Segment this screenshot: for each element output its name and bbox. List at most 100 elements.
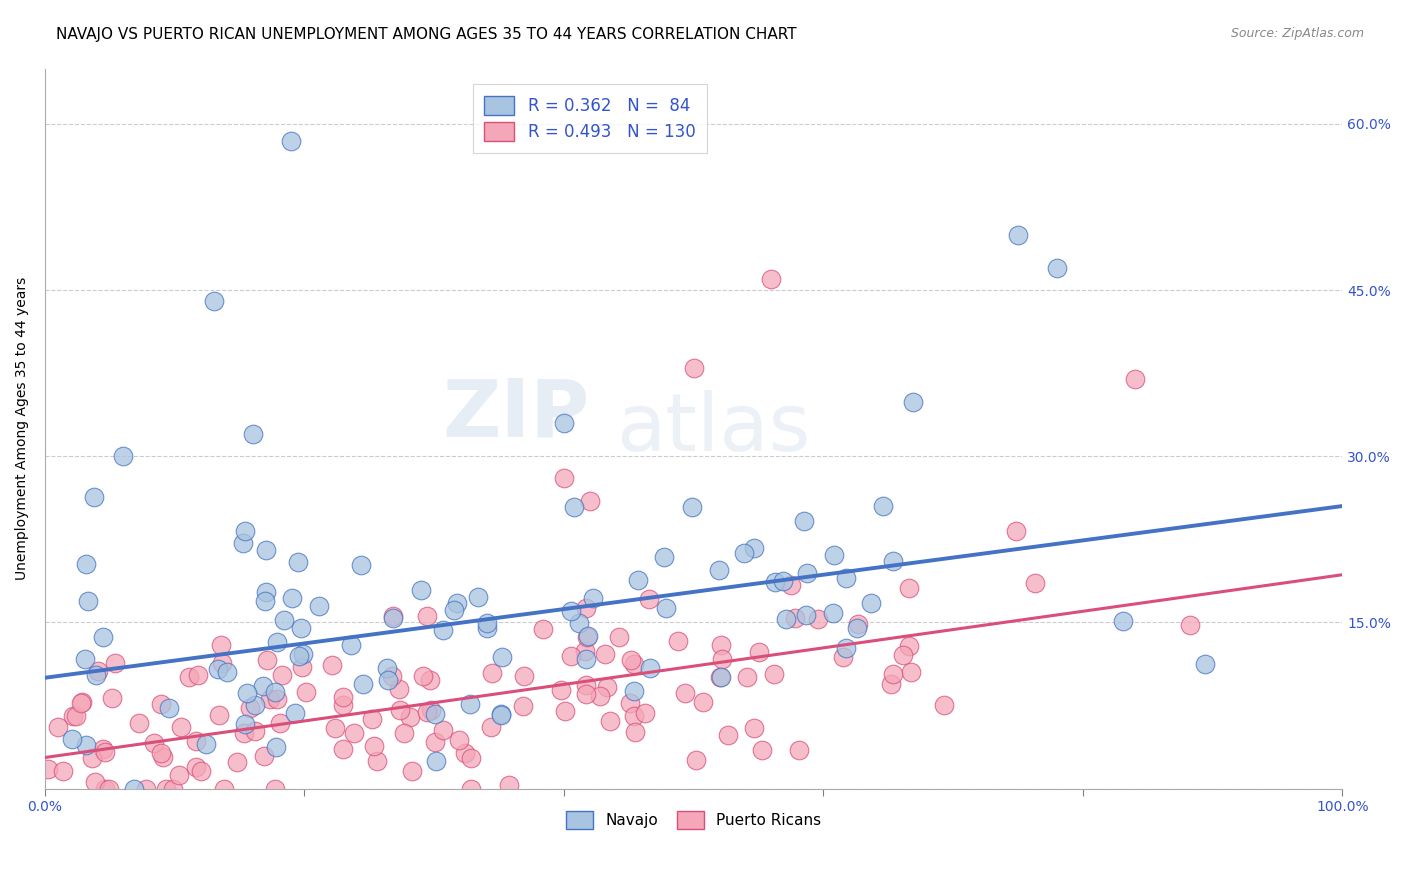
Point xyxy=(735,670,758,684)
Point xyxy=(562,500,585,514)
Point xyxy=(73,652,96,666)
Point xyxy=(375,661,398,675)
Point xyxy=(236,686,259,700)
Point xyxy=(846,621,869,635)
Point xyxy=(415,705,437,719)
Point xyxy=(425,735,447,749)
Point xyxy=(560,649,582,664)
Point xyxy=(284,706,307,720)
Point xyxy=(498,778,520,792)
Y-axis label: Unemployment Among Ages 35 to 44 years: Unemployment Among Ages 35 to 44 years xyxy=(15,277,30,580)
Point xyxy=(900,665,922,680)
Text: ZIP: ZIP xyxy=(443,376,591,453)
Point xyxy=(281,591,304,605)
Point xyxy=(366,754,388,768)
Point xyxy=(531,622,554,636)
Point xyxy=(169,767,191,781)
Point xyxy=(425,754,447,768)
Point xyxy=(332,698,354,712)
Point xyxy=(460,781,482,796)
Text: Source: ZipAtlas.com: Source: ZipAtlas.com xyxy=(1230,27,1364,40)
Point xyxy=(225,755,247,769)
Point xyxy=(361,712,384,726)
Point xyxy=(177,670,200,684)
Point xyxy=(859,596,882,610)
Point xyxy=(575,601,598,615)
Point xyxy=(880,676,903,690)
Point xyxy=(733,546,755,560)
Point xyxy=(742,541,765,555)
Point xyxy=(576,628,599,642)
Point xyxy=(352,676,374,690)
Point xyxy=(772,574,794,589)
Point xyxy=(460,697,482,711)
Point xyxy=(256,653,278,667)
Point xyxy=(97,781,120,796)
Point xyxy=(243,724,266,739)
Point xyxy=(553,471,575,485)
Point xyxy=(84,775,107,789)
Point xyxy=(273,614,295,628)
Point xyxy=(634,706,657,721)
Point xyxy=(475,615,498,630)
Point xyxy=(190,764,212,779)
Point xyxy=(377,673,399,688)
Point xyxy=(93,745,115,759)
Point xyxy=(479,720,502,734)
Point xyxy=(491,650,513,665)
Point xyxy=(623,684,645,698)
Point xyxy=(761,272,783,286)
Point xyxy=(891,648,914,662)
Point xyxy=(170,720,193,734)
Point xyxy=(489,707,512,722)
Point xyxy=(266,692,288,706)
Point xyxy=(574,652,596,666)
Point xyxy=(70,695,93,709)
Point xyxy=(821,606,844,620)
Point xyxy=(794,607,817,622)
Point xyxy=(239,701,262,715)
Point xyxy=(75,738,97,752)
Point xyxy=(93,630,115,644)
Point xyxy=(104,657,127,671)
Point xyxy=(707,563,730,577)
Point xyxy=(401,764,423,779)
Point xyxy=(553,416,575,430)
Point xyxy=(412,668,434,682)
Point xyxy=(266,635,288,649)
Point xyxy=(157,701,180,715)
Point xyxy=(932,698,955,712)
Point xyxy=(627,573,650,587)
Point xyxy=(37,762,59,776)
Point xyxy=(209,638,232,652)
Point xyxy=(381,610,404,624)
Point xyxy=(93,781,115,796)
Point xyxy=(709,670,731,684)
Point xyxy=(620,653,643,667)
Point xyxy=(560,604,582,618)
Text: NAVAJO VS PUERTO RICAN UNEMPLOYMENT AMONG AGES 35 TO 44 YEARS CORRELATION CHART: NAVAJO VS PUERTO RICAN UNEMPLOYMENT AMON… xyxy=(56,27,797,42)
Point xyxy=(1123,372,1146,386)
Point xyxy=(70,697,93,711)
Point xyxy=(512,699,534,714)
Legend: Navajo, Puerto Ricans: Navajo, Puerto Ricans xyxy=(560,805,828,835)
Point xyxy=(392,726,415,740)
Point xyxy=(75,557,97,571)
Point xyxy=(420,703,443,717)
Point xyxy=(709,669,731,683)
Point xyxy=(550,682,572,697)
Point xyxy=(823,548,845,562)
Point xyxy=(323,722,346,736)
Point xyxy=(155,781,177,796)
Point xyxy=(93,742,115,756)
Point xyxy=(554,704,576,718)
Point xyxy=(652,549,675,564)
Point xyxy=(60,732,83,747)
Point xyxy=(292,647,315,661)
Point xyxy=(807,611,830,625)
Point xyxy=(363,739,385,753)
Point xyxy=(343,726,366,740)
Point xyxy=(449,733,471,747)
Point xyxy=(432,623,454,637)
Point xyxy=(763,575,786,590)
